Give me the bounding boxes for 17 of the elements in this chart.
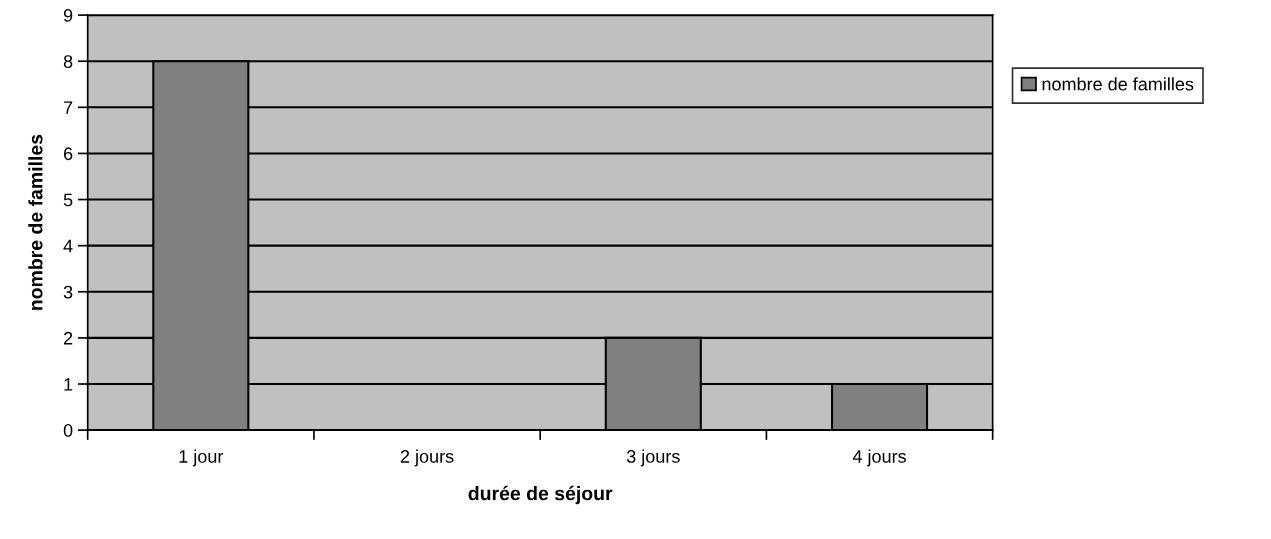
y-tick-label: 4 [63, 239, 73, 253]
y-tick-label: 8 [63, 55, 73, 68]
y-tick-label: 1 [64, 378, 73, 391]
x-axis-title: durée de séjour [468, 485, 613, 505]
x-tick-label: 4 jours [852, 449, 906, 467]
y-tick-label: 7 [64, 101, 73, 114]
x-tick-label: 3 jours [626, 449, 680, 467]
y-tick-label: 2 [63, 331, 73, 345]
y-tick-label: 6 [63, 147, 73, 161]
y-axis-title: nombre de familles [28, 134, 43, 310]
y-tick-label: 9 [63, 9, 73, 22]
y-tick-label: 0 [63, 424, 73, 437]
x-tick-label: 1 jour [179, 449, 224, 467]
y-tick-label: 3 [63, 285, 73, 299]
y-tick-label: 5 [63, 193, 73, 207]
legend-label: nombre de familles [1042, 77, 1194, 91]
x-tick-label: 2 jours [400, 449, 454, 467]
